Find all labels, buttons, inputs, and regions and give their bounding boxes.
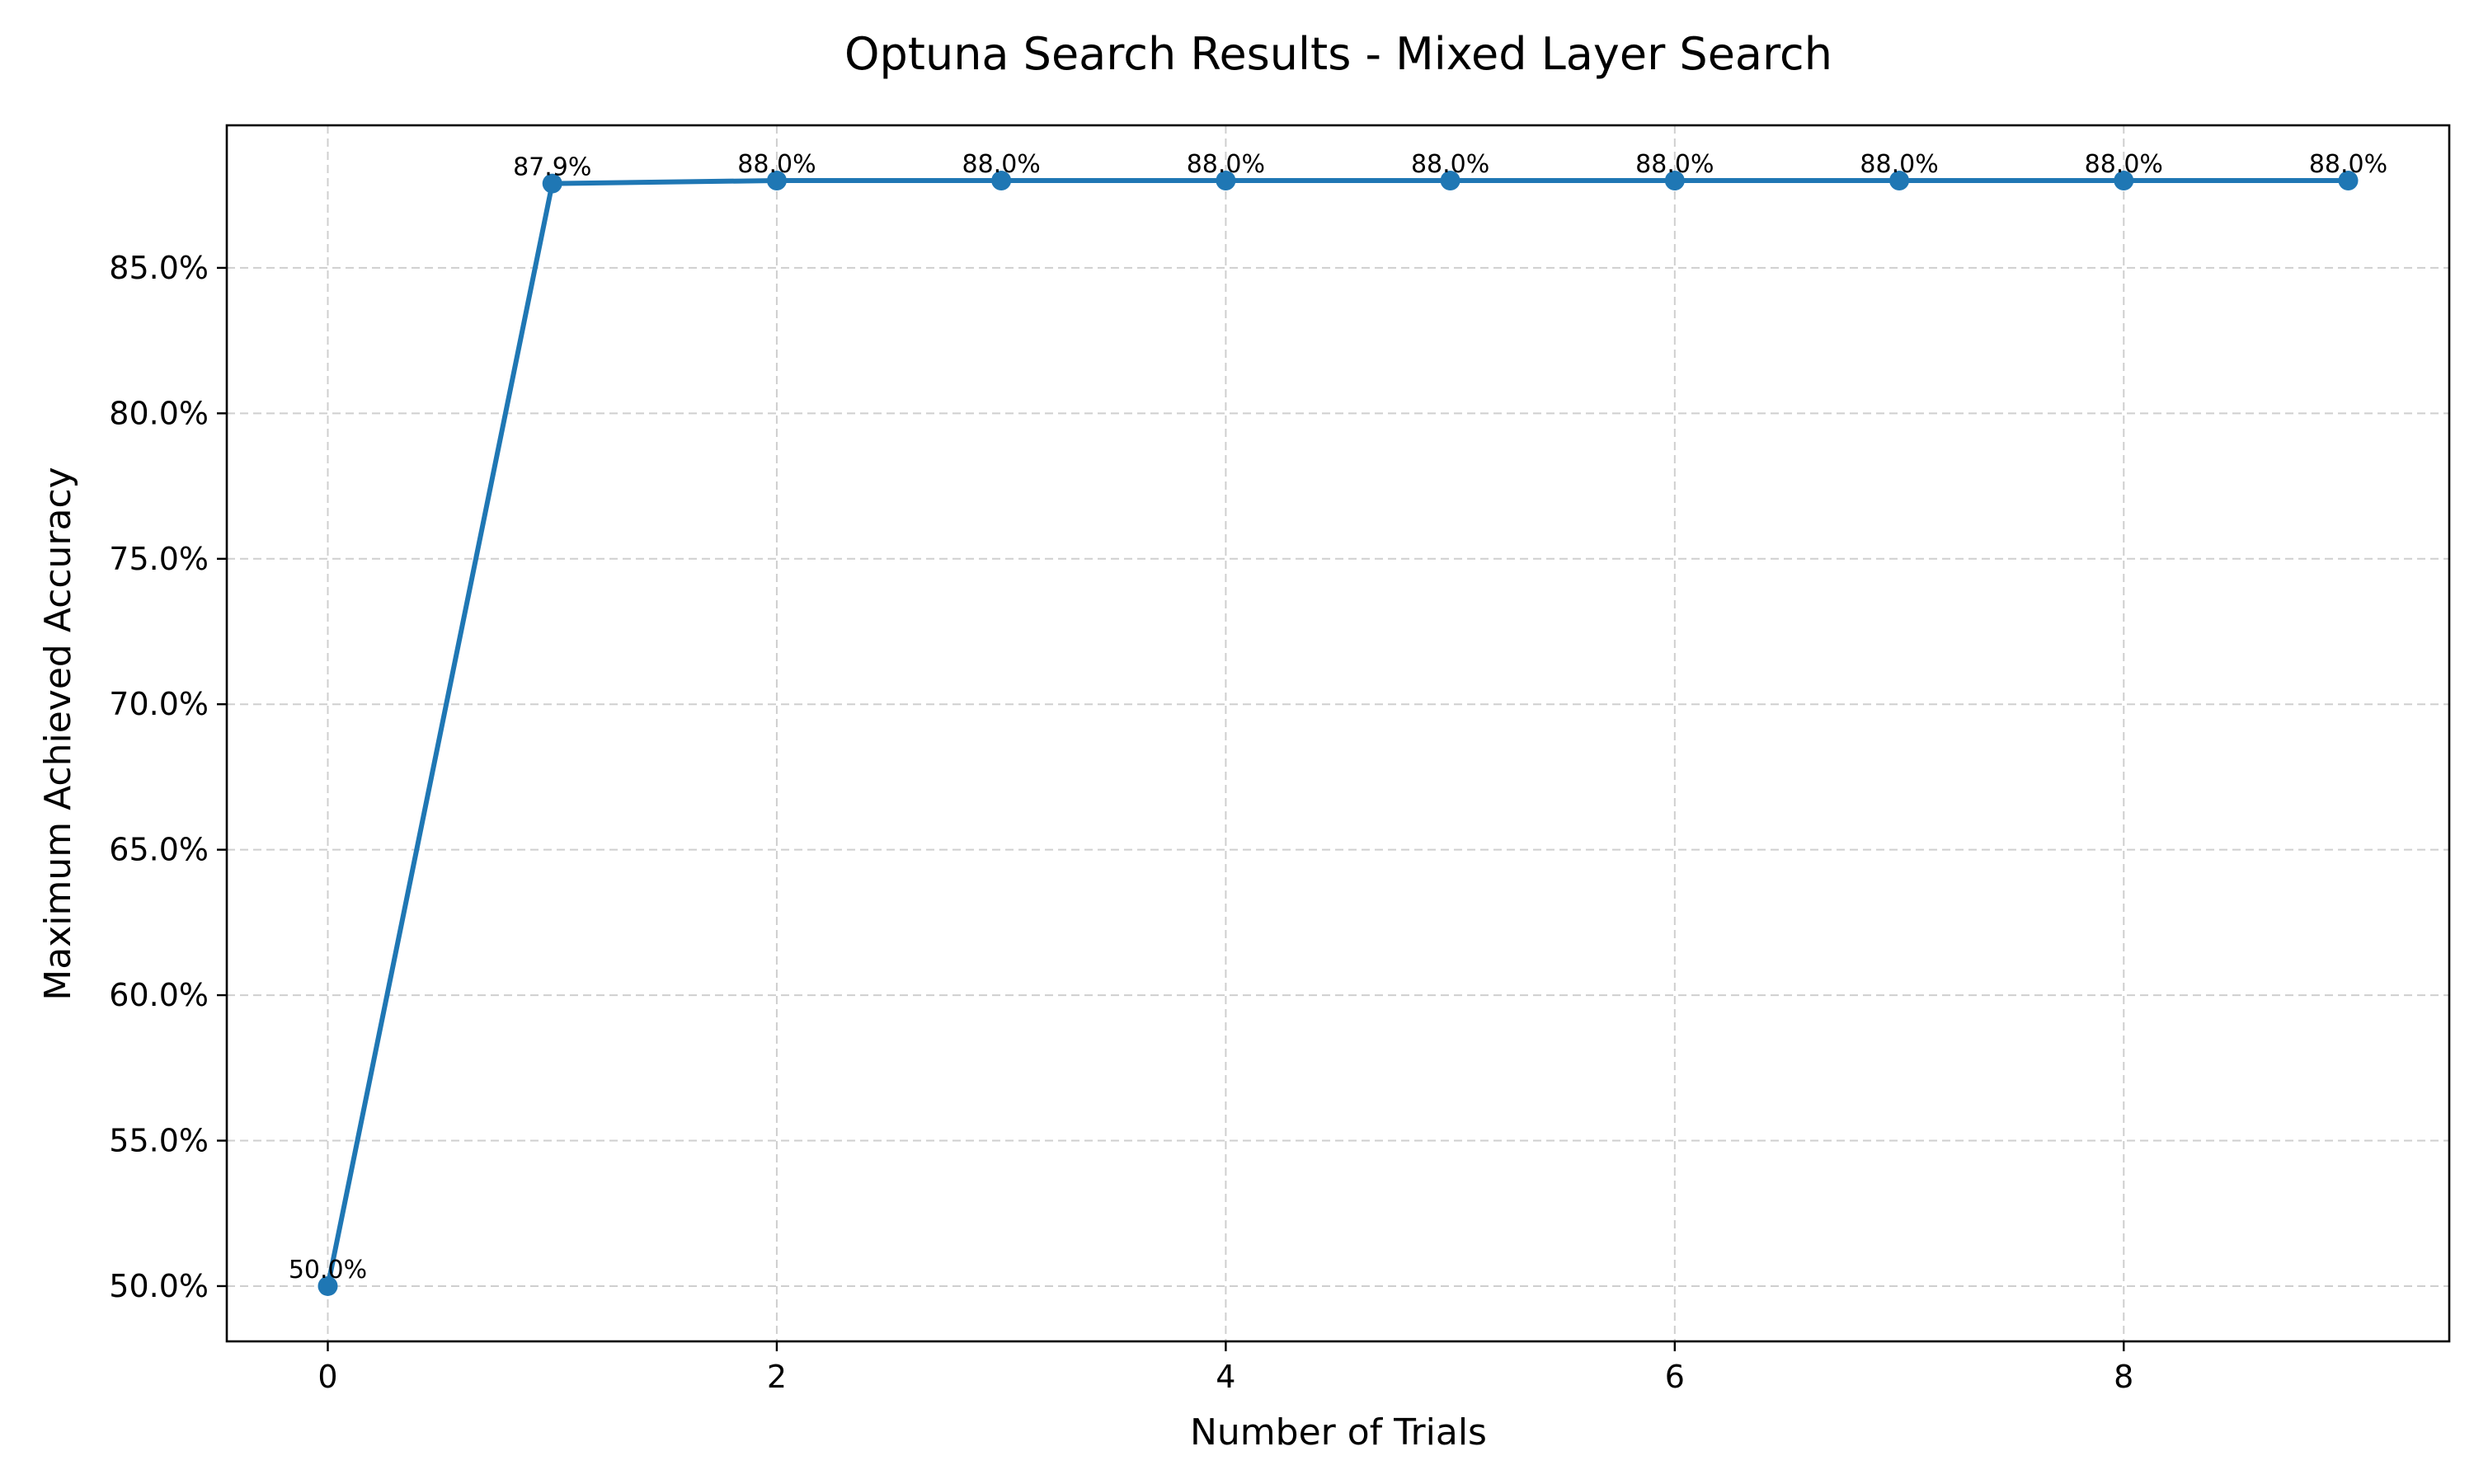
data-label: 88.0% [1187, 150, 1265, 179]
data-point [991, 171, 1012, 191]
data-point [317, 1275, 338, 1296]
data-point [2114, 171, 2134, 191]
y-tick-label: 60.0% [109, 977, 209, 1013]
y-tick-label: 55.0% [109, 1123, 209, 1159]
x-tick-label: 0 [317, 1359, 337, 1395]
y-tick-label: 85.0% [109, 250, 209, 286]
y-tick-label: 75.0% [109, 541, 209, 577]
x-tick-label: 8 [2114, 1359, 2133, 1395]
data-point [1664, 171, 1685, 191]
plot-frame [225, 124, 2451, 1343]
data-label: 88.0% [962, 150, 1041, 179]
data-label: 88.0% [1411, 150, 1489, 179]
data-label: 88.0% [1860, 150, 1938, 179]
x-tick-label: 4 [1216, 1359, 1235, 1395]
data-label: 87.9% [513, 153, 591, 182]
data-labels: 50.0% 87.9% 88.0% 88.0% 88.0% 88.0% 88.0% 88.0%… [289, 150, 2387, 1284]
data-label: 88.0% [1635, 150, 1714, 179]
series-line [325, 178, 2349, 1287]
data-point [1440, 171, 1460, 191]
data-label: 88.0% [737, 150, 816, 179]
data-point [1889, 171, 1910, 191]
x-axis-label: Number of Trials [1190, 1411, 1487, 1453]
data-point [542, 173, 562, 194]
y-tick-label: 50.0% [109, 1268, 209, 1304]
data-point [766, 171, 787, 191]
data-label: 88.0% [2085, 150, 2163, 179]
x-axis: 0 2 4 6 8 [317, 1341, 2133, 1395]
plot-series [317, 171, 2359, 1296]
data-point [2338, 171, 2359, 191]
grid-lines [227, 125, 2449, 1341]
y-axis: 50.0% 55.0% 60.0% 65.0% 70.0% 75.0% 80.0% 85.0% [109, 250, 227, 1304]
y-tick-label: 70.0% [109, 686, 209, 722]
y-tick-label: 80.0% [109, 395, 209, 431]
x-tick-label: 6 [1665, 1359, 1685, 1395]
y-tick-label: 65.0% [109, 832, 209, 868]
chart-title: Optuna Search Results - Mixed Layer Sear… [844, 28, 1832, 80]
data-label: 50.0% [289, 1256, 367, 1284]
x-tick-label: 2 [767, 1359, 787, 1395]
data-label: 88.0% [2309, 150, 2387, 179]
data-point [1216, 171, 1236, 191]
y-axis-label: Maximum Achieved Accuracy [37, 467, 79, 1000]
